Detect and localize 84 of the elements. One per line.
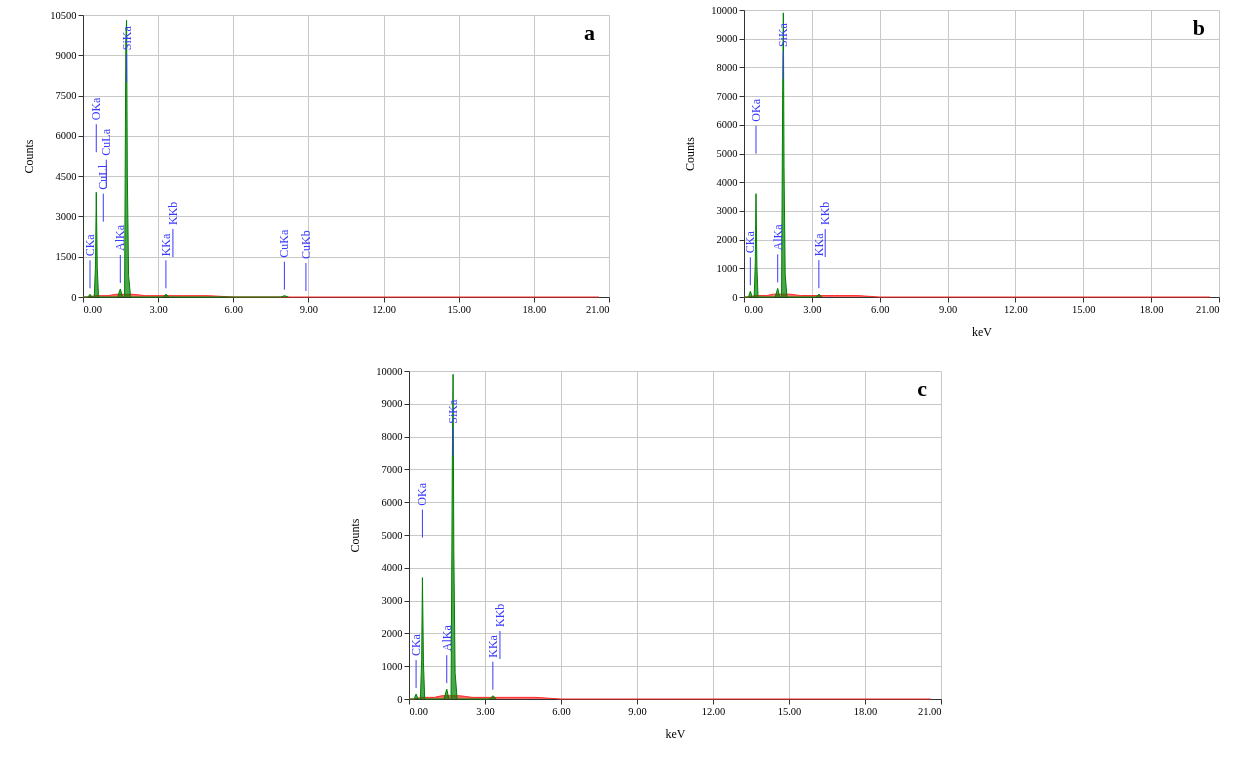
- ref-line-label: OKa: [89, 96, 104, 121]
- x-tick-label: 21.00: [585, 303, 610, 315]
- y-tick-label: 4500: [55, 170, 77, 182]
- x-tick-label: 15.00: [1071, 303, 1096, 315]
- x-axis-title: keV: [972, 325, 993, 339]
- x-tick-label: 18.00: [853, 705, 878, 717]
- y-axis-title: Counts: [683, 136, 698, 172]
- y-tick-label: 2000: [381, 627, 403, 639]
- x-tick-label: 12.00: [372, 303, 396, 315]
- y-tick-label: 9000: [381, 398, 403, 410]
- ref-line-label: CKa: [83, 233, 98, 257]
- ref-line-label: CuLa: [99, 128, 114, 156]
- x-tick-label: 6.00: [871, 303, 890, 315]
- y-tick-label: 10500: [50, 9, 77, 21]
- y-tick-label: 3000: [55, 210, 77, 222]
- y-axis-title: Counts: [348, 518, 363, 553]
- x-tick-label: 6.00: [552, 705, 571, 717]
- y-tick-label: 8000: [381, 431, 403, 443]
- ref-line-label: SiKa: [119, 25, 134, 51]
- x-tick-label: 15.00: [777, 705, 802, 717]
- x-tick-label: 18.00: [522, 303, 547, 315]
- ref-line-label: CKa: [409, 633, 424, 657]
- y-tick-label: 7000: [381, 463, 403, 475]
- ref-line-label: KKa: [485, 634, 500, 658]
- x-tick-label: 21.00: [1195, 303, 1220, 315]
- y-tick-label: 5000: [381, 529, 403, 541]
- ref-line-label: KKb: [818, 201, 833, 225]
- x-tick-label: 3.00: [476, 705, 495, 717]
- ref-line-label: SiKa: [446, 398, 461, 424]
- y-tick-label: 6000: [381, 496, 403, 508]
- y-axis-title: Counts: [22, 139, 37, 174]
- ref-line-label: AlKa: [439, 624, 454, 652]
- y-tick-label: 3000: [381, 595, 403, 607]
- y-tick-label: 4000: [716, 176, 738, 188]
- y-tick-label: 9000: [55, 49, 77, 61]
- x-tick-label: 9.00: [628, 705, 647, 717]
- y-tick-label: 8000: [716, 61, 738, 73]
- annotation: a: [584, 20, 595, 45]
- y-tick-label: 9000: [716, 33, 738, 45]
- y-tick-label: 10000: [376, 365, 403, 377]
- y-tick-label: 5000: [716, 148, 738, 159]
- y-tick-label: 7000: [716, 90, 738, 102]
- x-tick-label: 15.00: [447, 303, 472, 315]
- x-tick-label: 18.00: [1139, 303, 1164, 315]
- x-tick-label: 12.00: [701, 705, 726, 717]
- x-tick-label: 0.00: [409, 705, 428, 717]
- ref-line-label: CuKa: [277, 228, 292, 258]
- ref-line-label: AlKa: [770, 223, 785, 251]
- x-tick-label: 12.00: [1004, 303, 1028, 315]
- ref-line-label: SiKa: [776, 22, 791, 48]
- y-tick-label: 6000: [55, 130, 77, 142]
- x-tick-label: 9.00: [299, 303, 319, 315]
- annotation: b: [1192, 15, 1205, 40]
- x-tick-label: 6.00: [224, 303, 243, 315]
- ref-line-label: CuLl: [96, 164, 111, 190]
- ref-line-label: AlKa: [113, 224, 128, 251]
- y-tick-label: 0: [71, 291, 77, 303]
- ref-line-label: KKa: [158, 232, 173, 257]
- y-tick-label: 6000: [716, 119, 738, 131]
- ref-line-label: OKa: [415, 482, 430, 506]
- y-tick-label: 10000: [711, 4, 738, 16]
- x-axis-title: keV: [665, 727, 686, 741]
- y-tick-label: 4000: [381, 562, 403, 574]
- ref-line-label: KKb: [492, 603, 507, 627]
- y-tick-label: 1000: [716, 262, 738, 274]
- x-tick-label: 3.00: [803, 303, 822, 315]
- y-tick-label: 2000: [716, 234, 738, 246]
- y-tick-label: 7500: [55, 90, 77, 102]
- x-tick-label: 0.00: [83, 303, 102, 315]
- y-tick-label: 0: [732, 291, 738, 303]
- ref-line-label: CuKb: [298, 230, 313, 259]
- annotation: c: [917, 376, 928, 401]
- ref-line-label: KKb: [165, 201, 180, 225]
- y-tick-label: 1000: [381, 660, 403, 672]
- y-tick-label: 0: [397, 693, 403, 705]
- x-tick-label: 21.00: [917, 705, 942, 717]
- ref-line-label: KKa: [811, 232, 826, 257]
- x-tick-label: 9.00: [938, 303, 958, 315]
- x-tick-label: 0.00: [744, 303, 763, 315]
- ref-line-label: OKa: [748, 98, 763, 122]
- y-tick-label: 1500: [55, 251, 77, 263]
- x-tick-label: 3.00: [149, 303, 168, 315]
- y-tick-label: 3000: [716, 205, 738, 217]
- ref-line-label: CKa: [743, 230, 758, 254]
